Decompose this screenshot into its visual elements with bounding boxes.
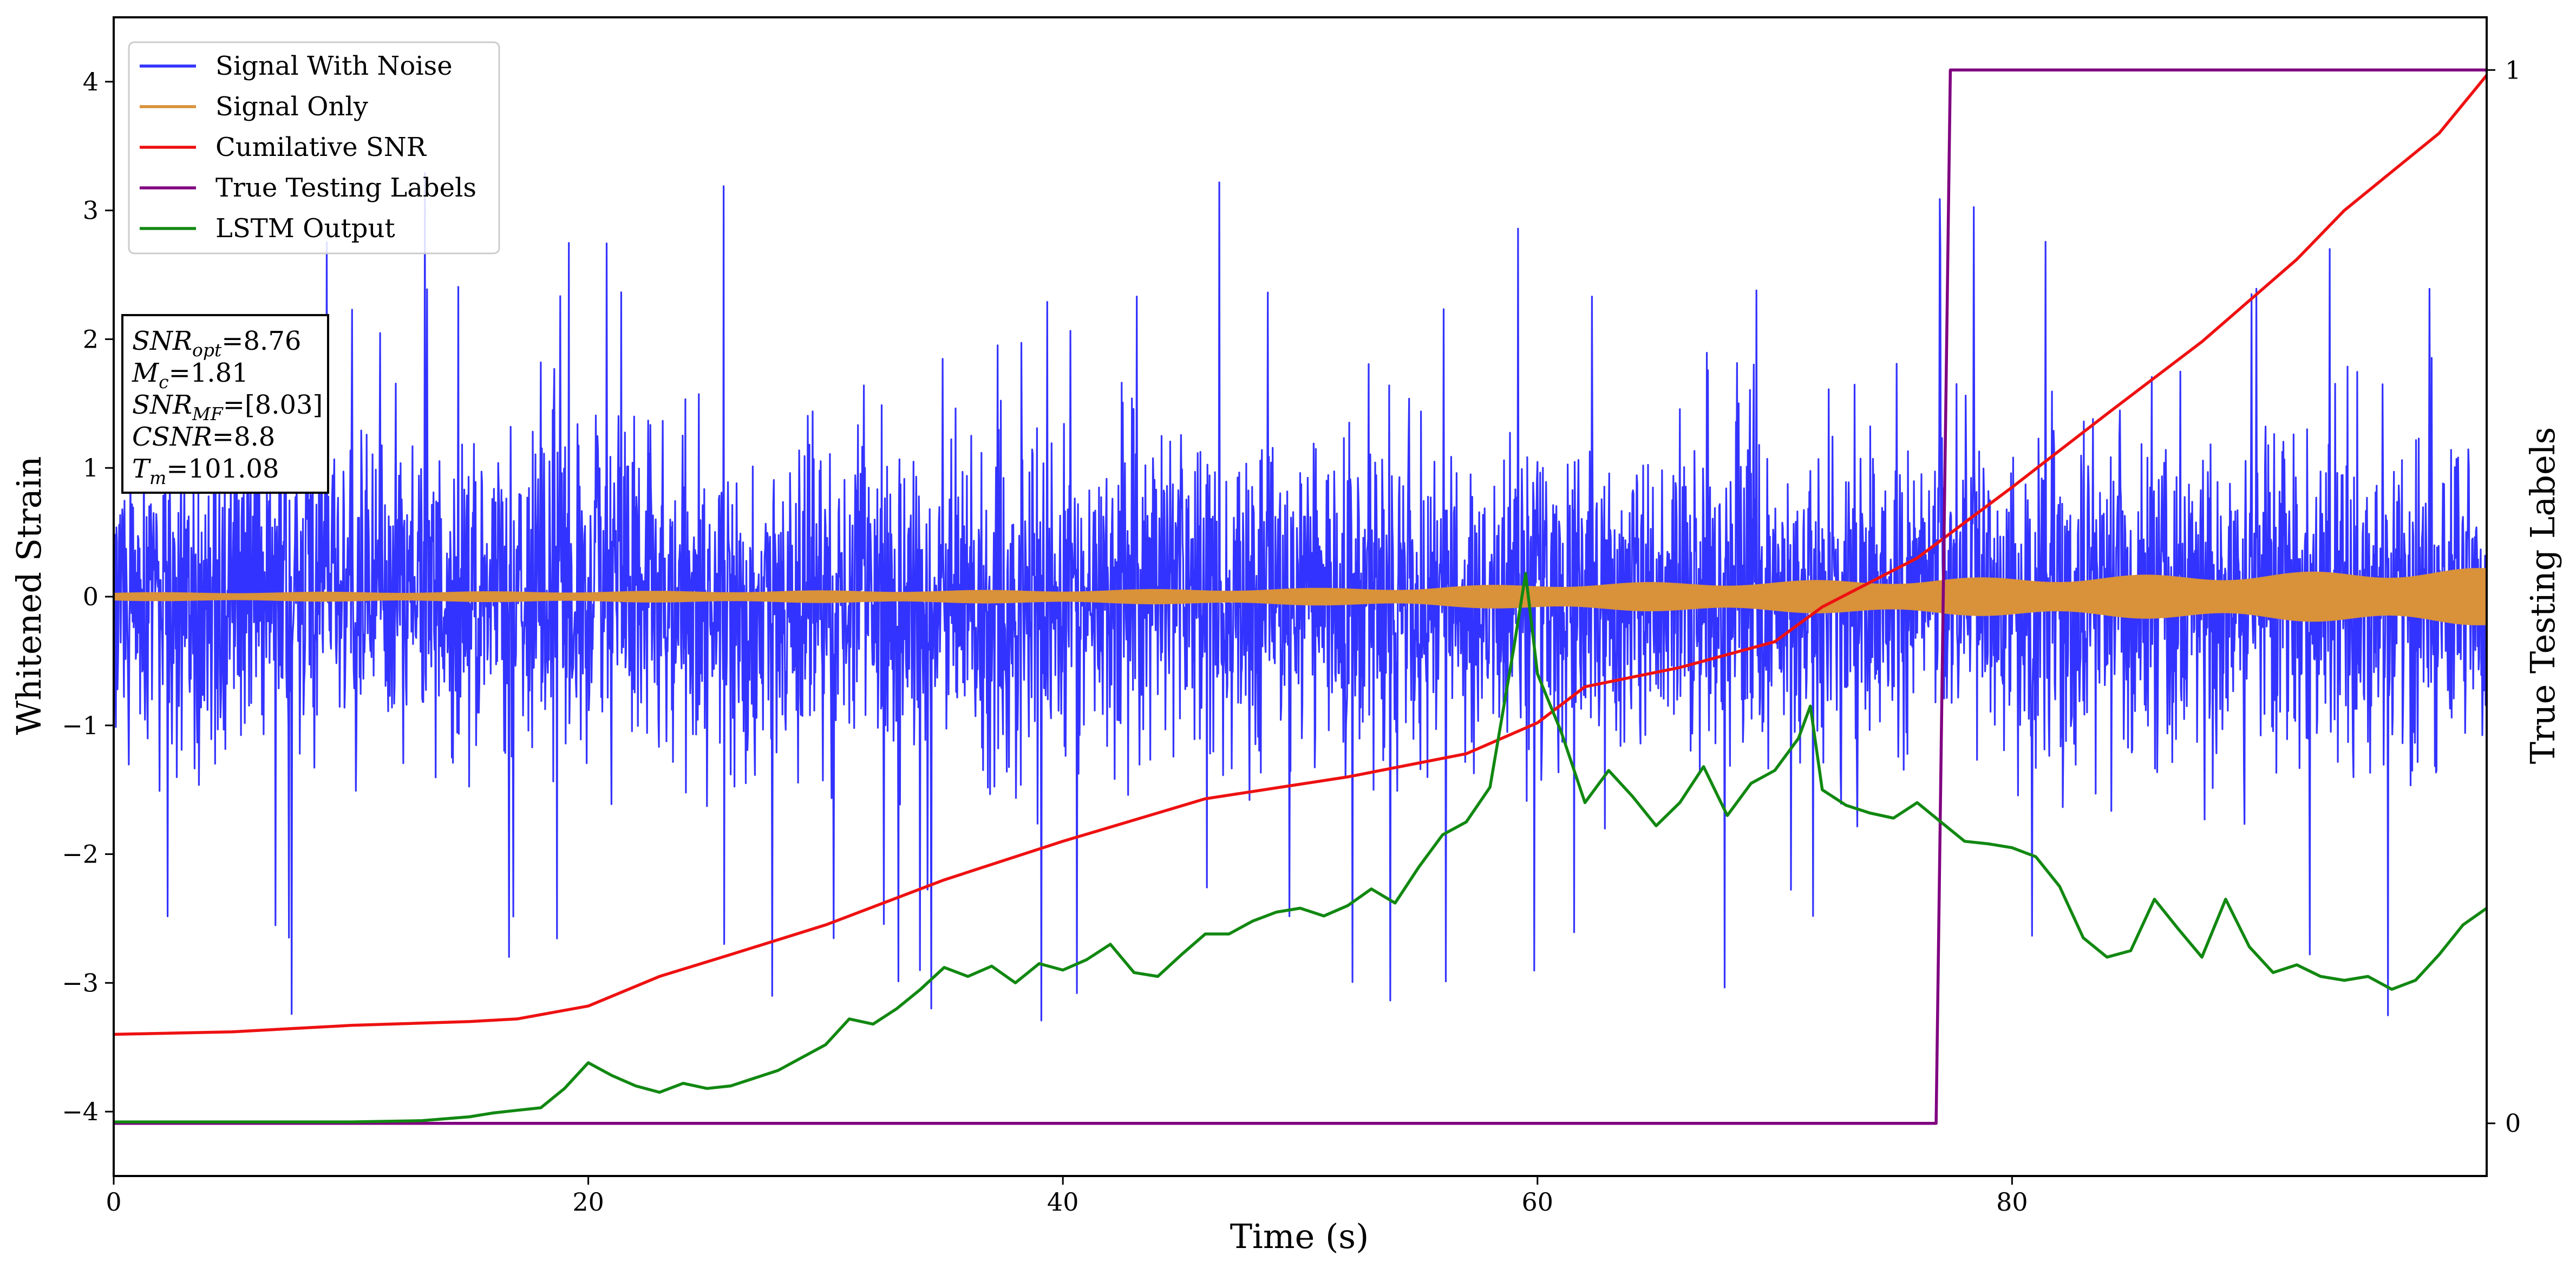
y-tick-label: 2: [83, 324, 99, 354]
series-signal-with-noise: [114, 172, 2487, 1022]
y-tick-label: 4: [83, 67, 99, 96]
annotation-line: Tm=101.08: [132, 454, 279, 488]
series-cumulative-snr: [114, 74, 2487, 1036]
y-tick-label: 0: [83, 582, 99, 611]
annotation-line: Mc=1.81: [132, 358, 249, 393]
y-tick-label: 3: [83, 196, 99, 225]
x-axis-label: Time (s): [1230, 1217, 1369, 1256]
legend: Signal With Noise Signal Only Cumilative S…: [128, 41, 500, 254]
y-tick-label: −4: [62, 1097, 99, 1126]
annotation-box: [121, 314, 329, 494]
y2-axis-label: True Testing Labels: [2523, 427, 2562, 765]
x-tick-label: 40: [1047, 1187, 1079, 1217]
y2-tick-label: 1: [2505, 55, 2521, 84]
stats-annotation: SNRopt=8.76Mc=1.81SNRMF=[8.03]CSNR=8.8Tm…: [121, 314, 329, 494]
plot-area: [114, 68, 2487, 1125]
series-true-labels: [114, 68, 2487, 1125]
x-axis: 0 20 40 60 80: [106, 1176, 2028, 1217]
y-tick-label: 1: [83, 453, 99, 482]
y-tick-label: −1: [62, 711, 99, 740]
x-tick-label: 20: [572, 1187, 604, 1217]
y2-tick-label: 0: [2505, 1109, 2521, 1138]
y-axis-label: Whitened Strain: [9, 456, 49, 735]
legend-label: Signal Only: [215, 92, 368, 122]
y-axis-left: 4 3 2 1 0 −1 −2 −3 −4: [62, 67, 114, 1126]
series-lstm-output: [114, 572, 2487, 1123]
legend-box: [128, 41, 500, 254]
annotation-line: CSNR=8.8: [132, 422, 275, 452]
legend-label: True Testing Labels: [215, 173, 476, 203]
legend-label: Signal With Noise: [215, 51, 453, 81]
y-tick-label: −3: [62, 968, 99, 997]
legend-label: LSTM Output: [215, 213, 395, 244]
y-axis-right: 01: [2487, 55, 2521, 1138]
series-signal-only: [114, 568, 2487, 625]
legend-label: Cumilative SNR: [215, 132, 427, 162]
annotation-line: SNRMF=[8.03]: [132, 390, 323, 424]
annotation-line: SNRopt=8.76: [132, 326, 301, 361]
x-tick-label: 80: [1996, 1187, 2028, 1217]
x-tick-label: 60: [1522, 1187, 1554, 1217]
x-tick-label: 0: [106, 1187, 121, 1217]
y-tick-label: −2: [62, 840, 99, 869]
